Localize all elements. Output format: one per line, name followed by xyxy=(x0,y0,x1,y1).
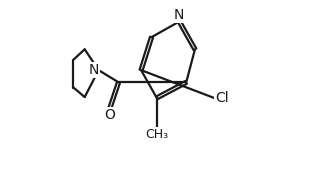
Text: CH₃: CH₃ xyxy=(145,128,168,141)
Text: O: O xyxy=(104,108,115,122)
Text: N: N xyxy=(174,8,184,22)
Text: N: N xyxy=(89,63,99,77)
Text: Cl: Cl xyxy=(215,91,229,105)
